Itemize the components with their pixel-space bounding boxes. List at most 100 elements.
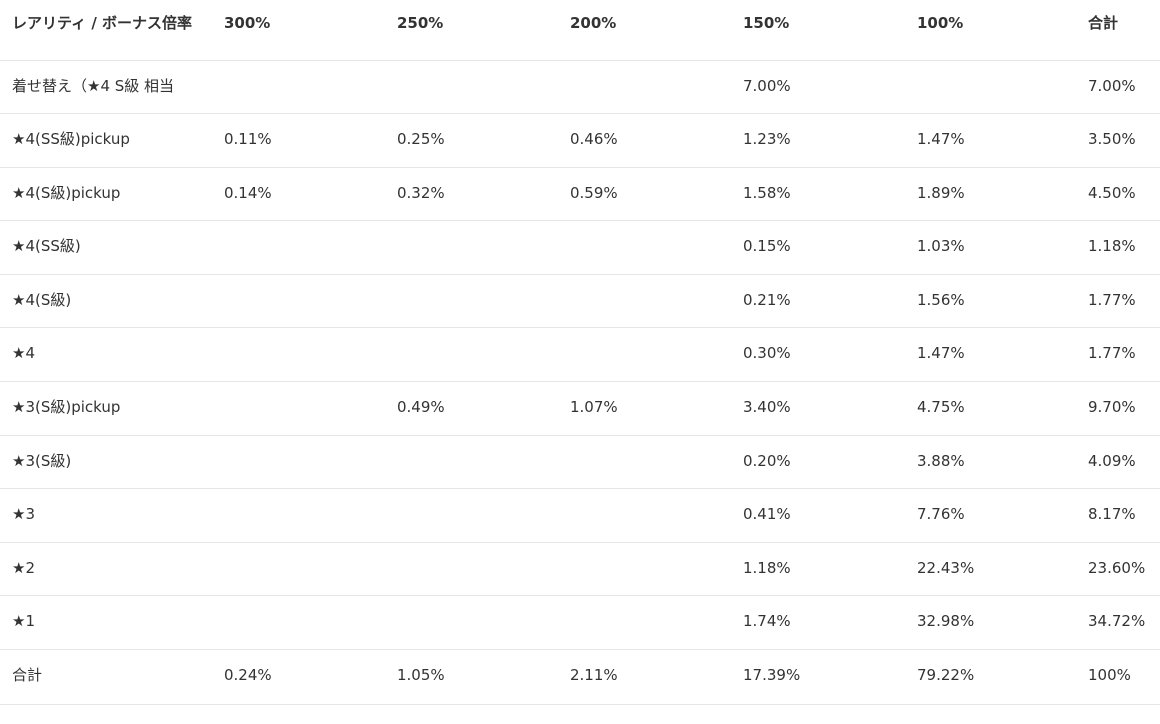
cell-rate-200 [558,595,731,651]
cell-rate-150: 0.30% [731,327,905,383]
cell-rate-250 [385,542,558,597]
cell-rate-200 [558,542,731,597]
cell-rarity: ★3(S級)pickup [0,381,212,436]
gacha-rate-table: レアリティ / ボーナス倍率 300% 250% 200% 150% 100% … [0,0,1160,706]
cell-rate-100: 1.56% [905,274,1076,329]
cell-rate-250 [385,60,558,115]
cell-rate-100: 1.89% [905,167,1076,222]
cell-rate-250 [385,435,558,490]
cell-rate-250: 0.49% [385,381,558,436]
cell-rate-150: 1.23% [731,113,905,168]
cell-total: 8.17% [1076,488,1160,543]
table-row: ★3 0.41% 7.76% 8.17% [0,488,1160,543]
cell-total: 1.77% [1076,327,1160,383]
cell-rate-100 [905,60,1076,115]
cell-rate-200 [558,60,731,115]
table-row: ★4(S級) 0.21% 1.56% 1.77% [0,274,1160,329]
cell-rate-300: 0.14% [212,167,385,222]
cell-rate-200 [558,435,731,490]
cell-rate-200: 1.07% [558,381,731,436]
header-total: 合計 [1076,0,1160,61]
cell-rarity: ★4 [0,327,212,383]
cell-rate-150: 0.41% [731,488,905,543]
table-row: ★4(SS級) 0.15% 1.03% 1.18% [0,220,1160,275]
header-row: レアリティ / ボーナス倍率 300% 250% 200% 150% 100% … [0,0,1160,61]
cell-rate-100: 4.75% [905,381,1076,436]
cell-rate-150: 0.20% [731,435,905,490]
cell-rate-150: 0.21% [731,274,905,329]
cell-rate-300 [212,220,385,275]
table-row: ★2 1.18% 22.43% 23.60% [0,542,1160,597]
header-300: 300% [212,0,385,61]
cell-rate-200 [558,488,731,543]
cell-rate-300 [212,542,385,597]
table-row: ★3(S級)pickup 0.49% 1.07% 3.40% 4.75% 9.70% [0,381,1160,436]
cell-rate-250 [385,220,558,275]
header-150: 150% [731,0,905,61]
cell-rate-100: 3.88% [905,435,1076,490]
cell-total: 23.60% [1076,542,1160,597]
cell-rarity: 着せ替え（★4 S級 相当 [0,60,212,115]
cell-rate-150: 1.58% [731,167,905,222]
cell-rate-200: 2.11% [558,649,731,706]
cell-rate-250: 0.32% [385,167,558,222]
cell-rate-150: 17.39% [731,649,905,706]
cell-rate-150: 7.00% [731,60,905,115]
cell-rate-100: 32.98% [905,595,1076,651]
cell-rate-100: 1.47% [905,327,1076,383]
cell-rarity: 合計 [0,649,212,706]
cell-rate-300 [212,595,385,651]
table-row: ★3(S級) 0.20% 3.88% 4.09% [0,435,1160,490]
cell-total: 100% [1076,649,1160,706]
cell-rate-150: 1.18% [731,542,905,597]
cell-rate-300 [212,435,385,490]
cell-rate-300: 0.11% [212,113,385,168]
cell-rate-200: 0.59% [558,167,731,222]
cell-rarity: ★1 [0,595,212,651]
table-row: 合計 0.24% 1.05% 2.11% 17.39% 79.22% 100% [0,649,1160,706]
cell-total: 9.70% [1076,381,1160,436]
table-body: 着せ替え（★4 S級 相当 7.00% 7.00% ★4(SS級)pickup 0.11… [0,60,1160,706]
cell-rate-100: 7.76% [905,488,1076,543]
cell-rate-200 [558,274,731,329]
cell-rate-200: 0.46% [558,113,731,168]
cell-rarity: ★3 [0,488,212,543]
cell-rarity: ★4(SS級)pickup [0,113,212,168]
cell-rate-100: 79.22% [905,649,1076,706]
cell-total: 1.18% [1076,220,1160,275]
table-row: ★4(SS級)pickup 0.11% 0.25% 0.46% 1.23% 1.47% 3.… [0,113,1160,168]
cell-rate-300: 0.24% [212,649,385,706]
cell-rate-250 [385,327,558,383]
table-row: ★1 1.74% 32.98% 34.72% [0,595,1160,651]
cell-total: 3.50% [1076,113,1160,168]
cell-rate-250 [385,488,558,543]
cell-rate-250: 0.25% [385,113,558,168]
cell-rate-250: 1.05% [385,649,558,706]
cell-rarity: ★2 [0,542,212,597]
header-250: 250% [385,0,558,61]
cell-rate-300 [212,327,385,383]
cell-rate-100: 1.47% [905,113,1076,168]
cell-rarity: ★3(S級) [0,435,212,490]
table-row: ★4(S級)pickup 0.14% 0.32% 0.59% 1.58% 1.89% 4.5… [0,167,1160,222]
cell-total: 4.09% [1076,435,1160,490]
cell-rate-200 [558,327,731,383]
cell-rate-200 [558,220,731,275]
cell-rate-300 [212,381,385,436]
cell-total: 7.00% [1076,60,1160,115]
cell-rarity: ★4(S級)pickup [0,167,212,222]
cell-rate-250 [385,274,558,329]
cell-total: 34.72% [1076,595,1160,651]
header-200: 200% [558,0,731,61]
table-row: ★4 0.30% 1.47% 1.77% [0,327,1160,383]
table-header: レアリティ / ボーナス倍率 300% 250% 200% 150% 100% … [0,0,1160,61]
cell-rate-150: 1.74% [731,595,905,651]
cell-rate-150: 0.15% [731,220,905,275]
cell-rate-300 [212,488,385,543]
cell-rate-150: 3.40% [731,381,905,436]
cell-rate-100: 22.43% [905,542,1076,597]
header-rarity-bonus: レアリティ / ボーナス倍率 [0,0,212,61]
cell-rarity: ★4(S級) [0,274,212,329]
cell-rate-100: 1.03% [905,220,1076,275]
cell-rarity: ★4(SS級) [0,220,212,275]
